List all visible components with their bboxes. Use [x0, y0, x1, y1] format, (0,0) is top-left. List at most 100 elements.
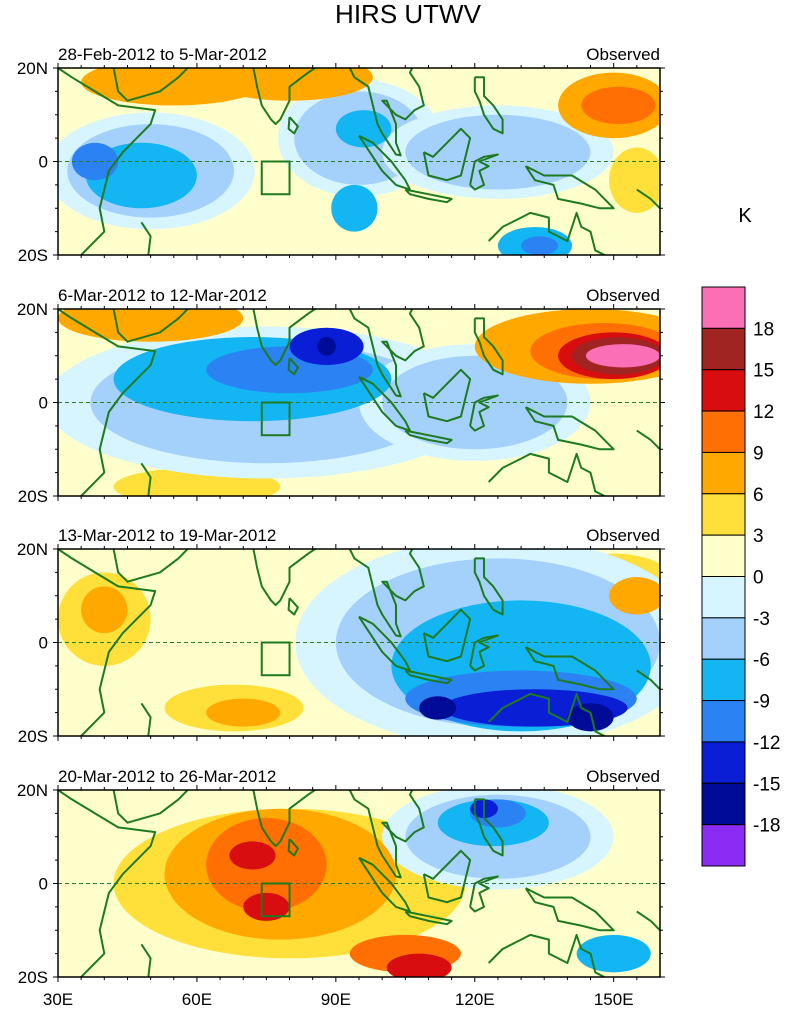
- colorbar-level-label: 12: [753, 402, 774, 423]
- y-tick-label: 0: [39, 634, 48, 653]
- coastline: [487, 452, 605, 496]
- coastline: [140, 702, 152, 736]
- coastline: [404, 188, 453, 204]
- anomaly-field: [58, 68, 660, 255]
- coastline: [404, 669, 453, 685]
- coastline: [287, 116, 299, 135]
- y-tick-label: 20N: [17, 300, 48, 319]
- coastline: [58, 790, 157, 977]
- colorbar-level-label: 9: [753, 443, 764, 464]
- coastline: [252, 309, 317, 367]
- coastline: [112, 309, 190, 343]
- coastline: [58, 549, 157, 736]
- coastline: [112, 549, 190, 583]
- coastline: [140, 943, 152, 977]
- colorbar-swatch: [701, 617, 746, 660]
- coastline: [636, 429, 660, 451]
- anomaly-contour: [81, 586, 128, 634]
- coastline: [348, 68, 425, 157]
- coastline: [58, 309, 157, 496]
- anomaly-contour: [521, 236, 559, 255]
- coastline: [473, 798, 504, 857]
- panels: 28-Feb-2012 to 5-Mar-2012 Observed 20N 0 20S…: [17, 45, 665, 1009]
- anomaly-contour: [576, 934, 651, 973]
- coastline: [469, 394, 499, 432]
- coastline: [287, 357, 299, 376]
- figure-title: HIRS UTWV: [335, 0, 482, 29]
- anomaly-contour: [386, 953, 452, 977]
- map-panel-3: 13-Mar-2012 to 19-Mar-2012 Observed 20N 0 20…: [17, 526, 665, 746]
- colorbar-swatch: [701, 286, 746, 329]
- panel-period-label: 28-Feb-2012 to 5-Mar-2012: [58, 45, 267, 64]
- coastline: [636, 910, 660, 932]
- y-tick-label: 20S: [18, 246, 48, 265]
- colorbar-level-label: -9: [753, 692, 770, 713]
- colorbar-swatch: [701, 824, 746, 867]
- coastline: [422, 368, 472, 423]
- anomaly-contour: [419, 696, 457, 720]
- coastline: [252, 790, 317, 848]
- coastline: [636, 188, 660, 210]
- coastline: [404, 910, 453, 926]
- y-tick-label: 0: [39, 394, 48, 413]
- coastline: [473, 76, 504, 135]
- coastline: [487, 211, 605, 255]
- panel-period-label: 13-Mar-2012 to 19-Mar-2012: [58, 526, 276, 545]
- panel-period-label: 6-Mar-2012 to 12-Mar-2012: [58, 286, 267, 305]
- y-tick-label: 0: [39, 875, 48, 894]
- colorbar-level-label: -3: [753, 609, 770, 630]
- x-tick-label: 150E: [594, 990, 634, 1009]
- y-tick-label: 20N: [17, 540, 48, 559]
- colorbar-level-label: -15: [753, 774, 780, 795]
- x-tick-label: 120E: [455, 990, 495, 1009]
- study-box: [260, 641, 291, 677]
- colorbar-swatch: [701, 700, 746, 743]
- colorbar-swatch: [701, 782, 746, 826]
- colorbar-swatch: [701, 534, 746, 578]
- colorbar-swatch: [701, 369, 746, 412]
- colorbar-swatch: [701, 658, 746, 702]
- anomaly-contour: [609, 577, 660, 615]
- coastline: [469, 875, 499, 913]
- anomaly-contour: [317, 337, 336, 356]
- colorbar: 18 15 12 9 6 3 0 -3 -6 -9 -12 -15 -18: [701, 286, 780, 867]
- coastline: [487, 933, 605, 977]
- colorbar-level-label: 6: [753, 485, 764, 506]
- coastline: [473, 557, 504, 616]
- coastline: [422, 849, 472, 904]
- anomaly-contour: [609, 147, 660, 213]
- panel-observed-label: Observed: [586, 286, 660, 305]
- coastline: [469, 634, 499, 672]
- colorbar-unit-label: K: [738, 205, 752, 227]
- panel-observed-label: Observed: [586, 45, 660, 64]
- colorbar-swatch: [701, 327, 746, 371]
- map-panel-2: 6-Mar-2012 to 12-Mar-2012 Observed 20N 0 20S: [17, 286, 665, 506]
- colorbar-swatch: [701, 451, 746, 495]
- anomaly-contour: [585, 344, 660, 368]
- colorbar-level-label: 18: [753, 319, 774, 340]
- x-tick-label: 60E: [182, 990, 212, 1009]
- coastline: [287, 838, 299, 857]
- coastline: [112, 68, 190, 102]
- colorbar-level-label: 0: [753, 568, 764, 589]
- coastline: [422, 127, 472, 182]
- colorbar-level-label: 15: [753, 361, 774, 382]
- y-tick-label: 20S: [18, 487, 48, 506]
- y-tick-label: 20S: [18, 727, 48, 746]
- panel-observed-label: Observed: [586, 526, 660, 545]
- map-panel-1: 28-Feb-2012 to 5-Mar-2012 Observed 20N 0 20S: [17, 45, 665, 265]
- study-box: [260, 160, 291, 196]
- x-tick-label: 90E: [321, 990, 351, 1009]
- coastlines: [58, 549, 660, 736]
- coastline: [636, 669, 660, 691]
- coastline: [524, 887, 615, 932]
- anomaly-field: [58, 549, 660, 736]
- anomaly-field: [58, 309, 660, 496]
- colorbar-swatch: [701, 741, 746, 784]
- coastline: [140, 462, 152, 496]
- coastline: [524, 406, 615, 451]
- anomaly-contour: [405, 114, 591, 190]
- coastlines: [58, 790, 660, 977]
- colorbar-level-label: 3: [753, 526, 764, 547]
